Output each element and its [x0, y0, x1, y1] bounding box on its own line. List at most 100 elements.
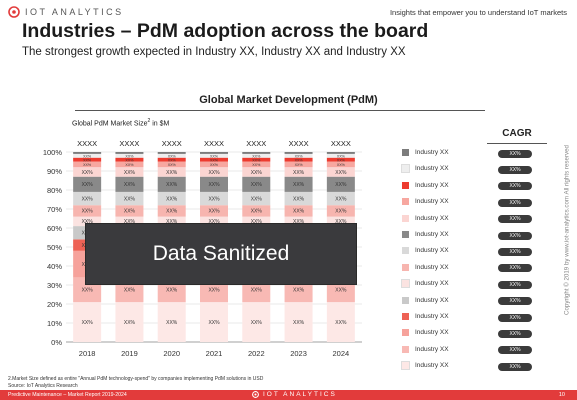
page-title: Industries – PdM adoption across the boa… [22, 20, 429, 42]
legend-label: Industry XX [415, 280, 449, 288]
bar-segment-label: XX% [166, 182, 178, 188]
bar-segment-label: XX% [337, 155, 346, 159]
bar-segment-label: XX% [208, 196, 220, 202]
bar-segment [73, 152, 102, 154]
bar-segment [242, 302, 271, 342]
y-tick-label: 0% [51, 338, 62, 347]
bar-segment [200, 205, 228, 217]
cagr-value-pill: XX% [498, 215, 532, 224]
bar-segment-label: XX% [82, 288, 94, 294]
bar-segment-label: XX% [166, 219, 178, 225]
bar-segment [73, 157, 102, 162]
cagr-value-pill: XX% [498, 313, 532, 322]
bar-segment [200, 153, 228, 158]
legend-item: Industry XX [402, 329, 449, 337]
bar-segment-label: XX% [125, 155, 134, 159]
legend-label: Industry XX [415, 165, 449, 173]
bar-segment-label: XX% [208, 320, 220, 326]
bar-segment [157, 216, 186, 227]
x-tick-label: 2023 [290, 349, 307, 358]
bar-segment [242, 167, 271, 177]
bar-segment-label: XX% [251, 209, 263, 215]
cagr-value-pill: XX% [498, 346, 532, 355]
legend-label: Industry XX [415, 329, 449, 337]
legend-item: Industry XX [402, 214, 449, 222]
bar-segment [115, 191, 144, 206]
bar-segment [157, 191, 186, 206]
logo-icon [8, 6, 20, 18]
bar-segment-label: XX% [82, 219, 94, 225]
legend-item: Industry XX [402, 313, 449, 320]
bar-segment-label: XX% [124, 219, 136, 225]
bar-segment-label: XX% [208, 288, 220, 294]
bar-segment-label: XX% [82, 209, 94, 215]
legend-swatch [402, 329, 409, 337]
legend-swatch [402, 231, 409, 238]
bar-segment-label: XX% [335, 196, 347, 202]
bar-segment [115, 161, 144, 168]
bar-segment-label: XX% [335, 209, 347, 215]
cagr-value-pill: XX% [498, 149, 532, 158]
footnote: 2.Market Size defined as entire "Annual … [8, 376, 263, 390]
legend-item: Industry XX [402, 296, 449, 304]
bar-segment-label: XX% [252, 163, 261, 167]
bar-segment-label: XX% [124, 288, 136, 294]
y-tick-label: 50% [47, 243, 62, 252]
bar-segment [157, 153, 186, 158]
bar-segment-label: XX% [168, 155, 177, 159]
footer-brand-name: IOT ANALYTICS [263, 391, 337, 398]
bar-segment [73, 167, 102, 177]
bar-segment-label: XX% [124, 196, 136, 202]
bar-segment-label: XX% [125, 163, 134, 167]
legend-swatch [401, 361, 410, 371]
bar-segment [326, 205, 355, 217]
footer-brand: IOT ANALYTICS [252, 391, 337, 398]
bar-segment [157, 205, 186, 217]
bar-segment [200, 161, 228, 168]
legend-swatch [402, 313, 409, 320]
bar-segment-label: XX% [293, 288, 305, 294]
bar-segment [200, 167, 228, 177]
bar-total-label: XXXX [77, 139, 97, 148]
y-tick-label: 90% [47, 167, 62, 176]
bar-segment-label: XX% [166, 209, 178, 215]
bar-segment [115, 152, 144, 154]
cagr-value-pill: XX% [498, 280, 532, 289]
bar-segment [326, 167, 355, 177]
legend-item: Industry XX [402, 231, 449, 238]
bar-segment [326, 216, 355, 227]
x-tick-label: 2018 [79, 349, 96, 358]
bar-segment-label: XX% [125, 158, 134, 162]
legend-label: Industry XX [415, 181, 449, 189]
legend-item: Industry XX [402, 345, 449, 353]
bar-segment [115, 205, 144, 217]
legend-swatch [401, 164, 410, 174]
bar-segment [200, 152, 228, 154]
bar-segment [284, 191, 313, 206]
bar-segment [326, 153, 355, 158]
legend-swatch [402, 263, 409, 271]
y-tick-label: 80% [47, 186, 62, 195]
footnote-definition: 2.Market Size defined as entire "Annual … [8, 376, 264, 382]
bar-segment [284, 302, 313, 342]
bar-total-label: XXXX [204, 139, 224, 148]
bar-segment-label: XX% [252, 155, 261, 159]
bar-segment-label: XX% [293, 196, 305, 202]
legend-label: Industry XX [415, 214, 449, 222]
bar-segment [115, 153, 144, 158]
bar-segment-label: XX% [124, 320, 136, 326]
bar-segment [242, 205, 271, 217]
bar-segment [73, 176, 102, 192]
bar-segment [115, 216, 144, 227]
bar-segment [242, 216, 271, 227]
legend-swatch [402, 198, 409, 206]
bar-segment [73, 205, 102, 217]
bar-segment [284, 152, 313, 154]
data-sanitized-overlay: Data Sanitized [85, 223, 357, 285]
legend-swatch [402, 181, 409, 189]
y-tick-label: 40% [47, 262, 62, 271]
bar-segment [157, 167, 186, 177]
x-tick-label: 2024 [333, 349, 350, 358]
bar-segment [157, 157, 186, 162]
